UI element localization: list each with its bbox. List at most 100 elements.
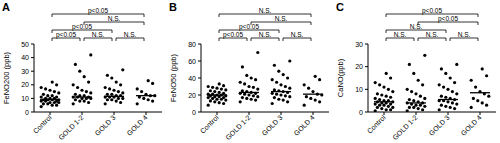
point [273, 64, 276, 67]
point [46, 94, 49, 97]
point [438, 108, 441, 111]
marks [374, 54, 491, 112]
y-tick-label: 80 [188, 41, 196, 48]
comparison-label: p<0.05 [422, 7, 442, 15]
comparison-label: p<0.05 [88, 7, 108, 15]
x-tick-label: GOLD 3 [261, 114, 284, 137]
panel: BFeNO50 (ppb)020406080ControlGOLD 1-2GOL… [169, 1, 329, 141]
point [423, 105, 426, 108]
point [284, 94, 287, 97]
point [451, 101, 454, 104]
y-tick [198, 112, 201, 113]
bracket [450, 38, 478, 41]
y-axis [34, 44, 35, 112]
point [273, 96, 276, 99]
x-tick [313, 112, 314, 115]
point [374, 81, 377, 84]
point [239, 100, 242, 103]
point [211, 86, 214, 89]
x-tick [416, 112, 417, 115]
median-line [207, 94, 227, 95]
bracket [283, 38, 311, 41]
point [440, 95, 443, 98]
x-tick [249, 112, 250, 115]
y-axis-label: FeNO200 (ppb) [2, 51, 11, 104]
point [252, 94, 255, 97]
point [78, 100, 81, 103]
point [288, 59, 291, 62]
point [487, 95, 490, 98]
bracket [52, 38, 80, 41]
bracket [116, 38, 144, 41]
point [449, 76, 452, 79]
y-axis [368, 44, 369, 112]
x-tick [82, 112, 83, 115]
point [474, 85, 477, 88]
point [277, 98, 280, 101]
comparison-label: p<0.05 [223, 31, 243, 39]
point [376, 92, 379, 95]
x-axis [34, 112, 162, 113]
y-tick-label: 20 [355, 63, 363, 70]
y-tick-label: 20 [188, 92, 196, 99]
y-tick-label: 40 [188, 75, 196, 82]
point [282, 73, 285, 76]
point [288, 87, 291, 90]
x-tick-label: GOLD 1-2 [57, 114, 85, 142]
point [309, 97, 312, 100]
point [252, 86, 255, 89]
point [406, 109, 409, 112]
comparison-label: N.S. [108, 15, 121, 22]
median-line [271, 91, 291, 92]
x-tick [50, 112, 51, 115]
point [115, 80, 118, 83]
bracket [251, 22, 311, 25]
point [140, 90, 143, 93]
figure: AFeNO200 (ppb)01020304050ControlGOLD 1-2… [0, 0, 500, 143]
point [147, 98, 150, 101]
point [438, 83, 441, 86]
point [442, 85, 445, 88]
x-tick-label: GOLD 4 [126, 114, 149, 137]
comparison-label: N.S. [394, 31, 407, 38]
y-tick-label: 0 [192, 109, 196, 116]
point [42, 102, 45, 105]
point [423, 54, 426, 57]
point [74, 63, 77, 66]
bracket [386, 30, 446, 33]
x-tick [384, 112, 385, 115]
point [271, 102, 274, 105]
y-tick-label: 0 [359, 109, 363, 116]
point [279, 83, 282, 86]
point [108, 87, 111, 90]
point [391, 106, 394, 109]
bracket [219, 30, 279, 33]
point [115, 100, 118, 103]
point [215, 98, 218, 101]
point [89, 53, 92, 56]
point [207, 85, 210, 88]
x-tick-label: GOLD 3 [94, 114, 117, 137]
median-line [374, 101, 394, 102]
point [243, 82, 246, 85]
point [53, 90, 56, 93]
point [305, 95, 308, 98]
point [151, 100, 154, 103]
median-line [104, 96, 124, 97]
bracket [251, 38, 279, 41]
point [476, 99, 479, 102]
point [220, 87, 223, 90]
x-tick-label: GOLD 3 [428, 114, 451, 137]
point [250, 98, 253, 101]
point [51, 80, 54, 83]
point [485, 74, 488, 77]
point [378, 83, 381, 86]
y-tick-label: 50 [21, 41, 29, 48]
point [110, 98, 113, 101]
comparison-label: N.S. [275, 15, 288, 22]
y-tick [365, 66, 368, 67]
point [417, 79, 420, 82]
point [241, 96, 244, 99]
bracket [418, 38, 446, 41]
point [412, 72, 415, 75]
